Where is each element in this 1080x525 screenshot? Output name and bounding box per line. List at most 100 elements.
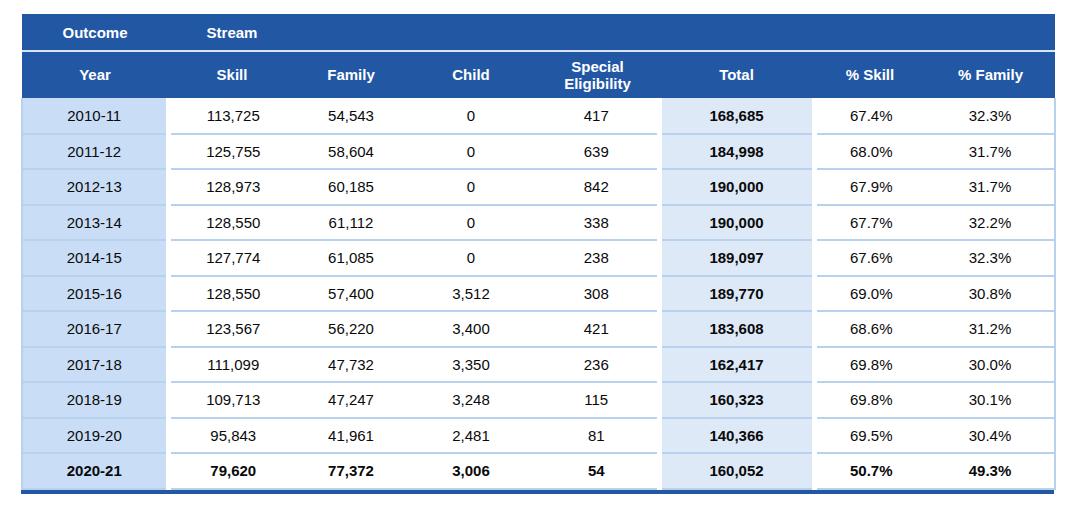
- family-cell: 61,112: [296, 205, 406, 241]
- total-cell: 160,052: [659, 453, 814, 489]
- skill-cell: 109,713: [168, 382, 296, 418]
- col-header-total: Total: [659, 51, 814, 98]
- year-cell: 2016-17: [22, 311, 168, 347]
- total-cell: 190,000: [659, 169, 814, 205]
- child-cell: 0: [406, 134, 536, 170]
- special-eligibility-cell: 238: [536, 240, 659, 276]
- family-cell: 60,185: [296, 169, 406, 205]
- table-row: 2020-2179,62077,3723,00654160,05250.7%49…: [22, 453, 1055, 489]
- pct-skill-cell: 50.7%: [814, 453, 926, 489]
- pct-skill-cell: 67.9%: [814, 169, 926, 205]
- family-cell: 54,543: [296, 98, 406, 134]
- table-body: 2010-11113,72554,5430417168,68567.4%32.3…: [22, 98, 1055, 489]
- child-cell: 0: [406, 205, 536, 241]
- table-header: Outcome Stream Year Skill Family Child S…: [22, 14, 1055, 98]
- pct-skill-cell: 69.8%: [814, 382, 926, 418]
- pct-family-cell: 31.7%: [926, 169, 1055, 205]
- year-cell: 2014-15: [22, 240, 168, 276]
- child-cell: 3,512: [406, 276, 536, 312]
- table-row: 2014-15127,77461,0850238189,09767.6%32.3…: [22, 240, 1055, 276]
- table-row: 2016-17123,56756,2203,400421183,60868.6%…: [22, 311, 1055, 347]
- family-cell: 58,604: [296, 134, 406, 170]
- table-row: 2011-12125,75558,6040639184,99868.0%31.7…: [22, 134, 1055, 170]
- child-cell: 0: [406, 98, 536, 134]
- total-cell: 189,770: [659, 276, 814, 312]
- pct-family-cell: 32.3%: [926, 98, 1055, 134]
- year-cell: 2018-19: [22, 382, 168, 418]
- stream-group-header: Stream: [168, 14, 296, 51]
- pct-family-cell: 30.0%: [926, 347, 1055, 383]
- skill-cell: 95,843: [168, 418, 296, 454]
- table-row: 2010-11113,72554,5430417168,68567.4%32.3…: [22, 98, 1055, 134]
- skill-cell: 128,973: [168, 169, 296, 205]
- outcome-group-header: Outcome: [22, 14, 168, 51]
- total-cell: 183,608: [659, 311, 814, 347]
- pct-family-cell: 49.3%: [926, 453, 1055, 489]
- pct-skill-cell: 69.8%: [814, 347, 926, 383]
- skill-cell: 128,550: [168, 205, 296, 241]
- child-cell: 3,006: [406, 453, 536, 489]
- year-cell: 2019-20: [22, 418, 168, 454]
- pct-family-cell: 30.1%: [926, 382, 1055, 418]
- pct-skill-cell: 69.0%: [814, 276, 926, 312]
- pct-family-cell: 30.4%: [926, 418, 1055, 454]
- special-eligibility-cell: 236: [536, 347, 659, 383]
- special-eligibility-cell: 81: [536, 418, 659, 454]
- col-header-special-eligibility: Special Eligibility: [536, 51, 659, 98]
- family-cell: 47,247: [296, 382, 406, 418]
- pct-family-cell: 32.2%: [926, 205, 1055, 241]
- migration-outcome-table-container: Outcome Stream Year Skill Family Child S…: [21, 14, 1054, 494]
- year-cell: 2017-18: [22, 347, 168, 383]
- year-cell: 2011-12: [22, 134, 168, 170]
- year-cell: 2012-13: [22, 169, 168, 205]
- table-row: 2018-19109,71347,2473,248115160,32369.8%…: [22, 382, 1055, 418]
- family-cell: 56,220: [296, 311, 406, 347]
- pct-family-cell: 30.8%: [926, 276, 1055, 312]
- pct-family-cell: 31.2%: [926, 311, 1055, 347]
- column-header-row: Year Skill Family Child Special Eligibil…: [22, 51, 1055, 98]
- child-cell: 2,481: [406, 418, 536, 454]
- group-header-spacer: [296, 14, 1055, 51]
- skill-cell: 123,567: [168, 311, 296, 347]
- skill-cell: 113,725: [168, 98, 296, 134]
- col-header-skill: Skill: [168, 51, 296, 98]
- pct-skill-cell: 67.7%: [814, 205, 926, 241]
- total-cell: 190,000: [659, 205, 814, 241]
- year-cell: 2020-21: [22, 453, 168, 489]
- total-cell: 160,323: [659, 382, 814, 418]
- table-row: 2019-2095,84341,9612,48181140,36669.5%30…: [22, 418, 1055, 454]
- child-cell: 3,400: [406, 311, 536, 347]
- family-cell: 77,372: [296, 453, 406, 489]
- special-eligibility-cell: 417: [536, 98, 659, 134]
- special-eligibility-cell: 308: [536, 276, 659, 312]
- col-header-pct-family: % Family: [926, 51, 1055, 98]
- family-cell: 47,732: [296, 347, 406, 383]
- skill-cell: 111,099: [168, 347, 296, 383]
- child-cell: 3,248: [406, 382, 536, 418]
- skill-cell: 127,774: [168, 240, 296, 276]
- total-cell: 162,417: [659, 347, 814, 383]
- pct-skill-cell: 68.6%: [814, 311, 926, 347]
- child-cell: 3,350: [406, 347, 536, 383]
- family-cell: 41,961: [296, 418, 406, 454]
- col-header-year: Year: [22, 51, 168, 98]
- skill-cell: 125,755: [168, 134, 296, 170]
- special-eligibility-cell: 338: [536, 205, 659, 241]
- total-cell: 189,097: [659, 240, 814, 276]
- col-header-child: Child: [406, 51, 536, 98]
- table-row: 2012-13128,97360,1850842190,00067.9%31.7…: [22, 169, 1055, 205]
- col-header-family: Family: [296, 51, 406, 98]
- special-eligibility-cell: 639: [536, 134, 659, 170]
- table-row: 2015-16128,55057,4003,512308189,77069.0%…: [22, 276, 1055, 312]
- skill-cell: 79,620: [168, 453, 296, 489]
- year-cell: 2013-14: [22, 205, 168, 241]
- pct-skill-cell: 69.5%: [814, 418, 926, 454]
- child-cell: 0: [406, 169, 536, 205]
- skill-cell: 128,550: [168, 276, 296, 312]
- special-eligibility-cell: 842: [536, 169, 659, 205]
- col-header-pct-skill: % Skill: [814, 51, 926, 98]
- pct-family-cell: 32.3%: [926, 240, 1055, 276]
- total-cell: 140,366: [659, 418, 814, 454]
- special-eligibility-cell: 54: [536, 453, 659, 489]
- child-cell: 0: [406, 240, 536, 276]
